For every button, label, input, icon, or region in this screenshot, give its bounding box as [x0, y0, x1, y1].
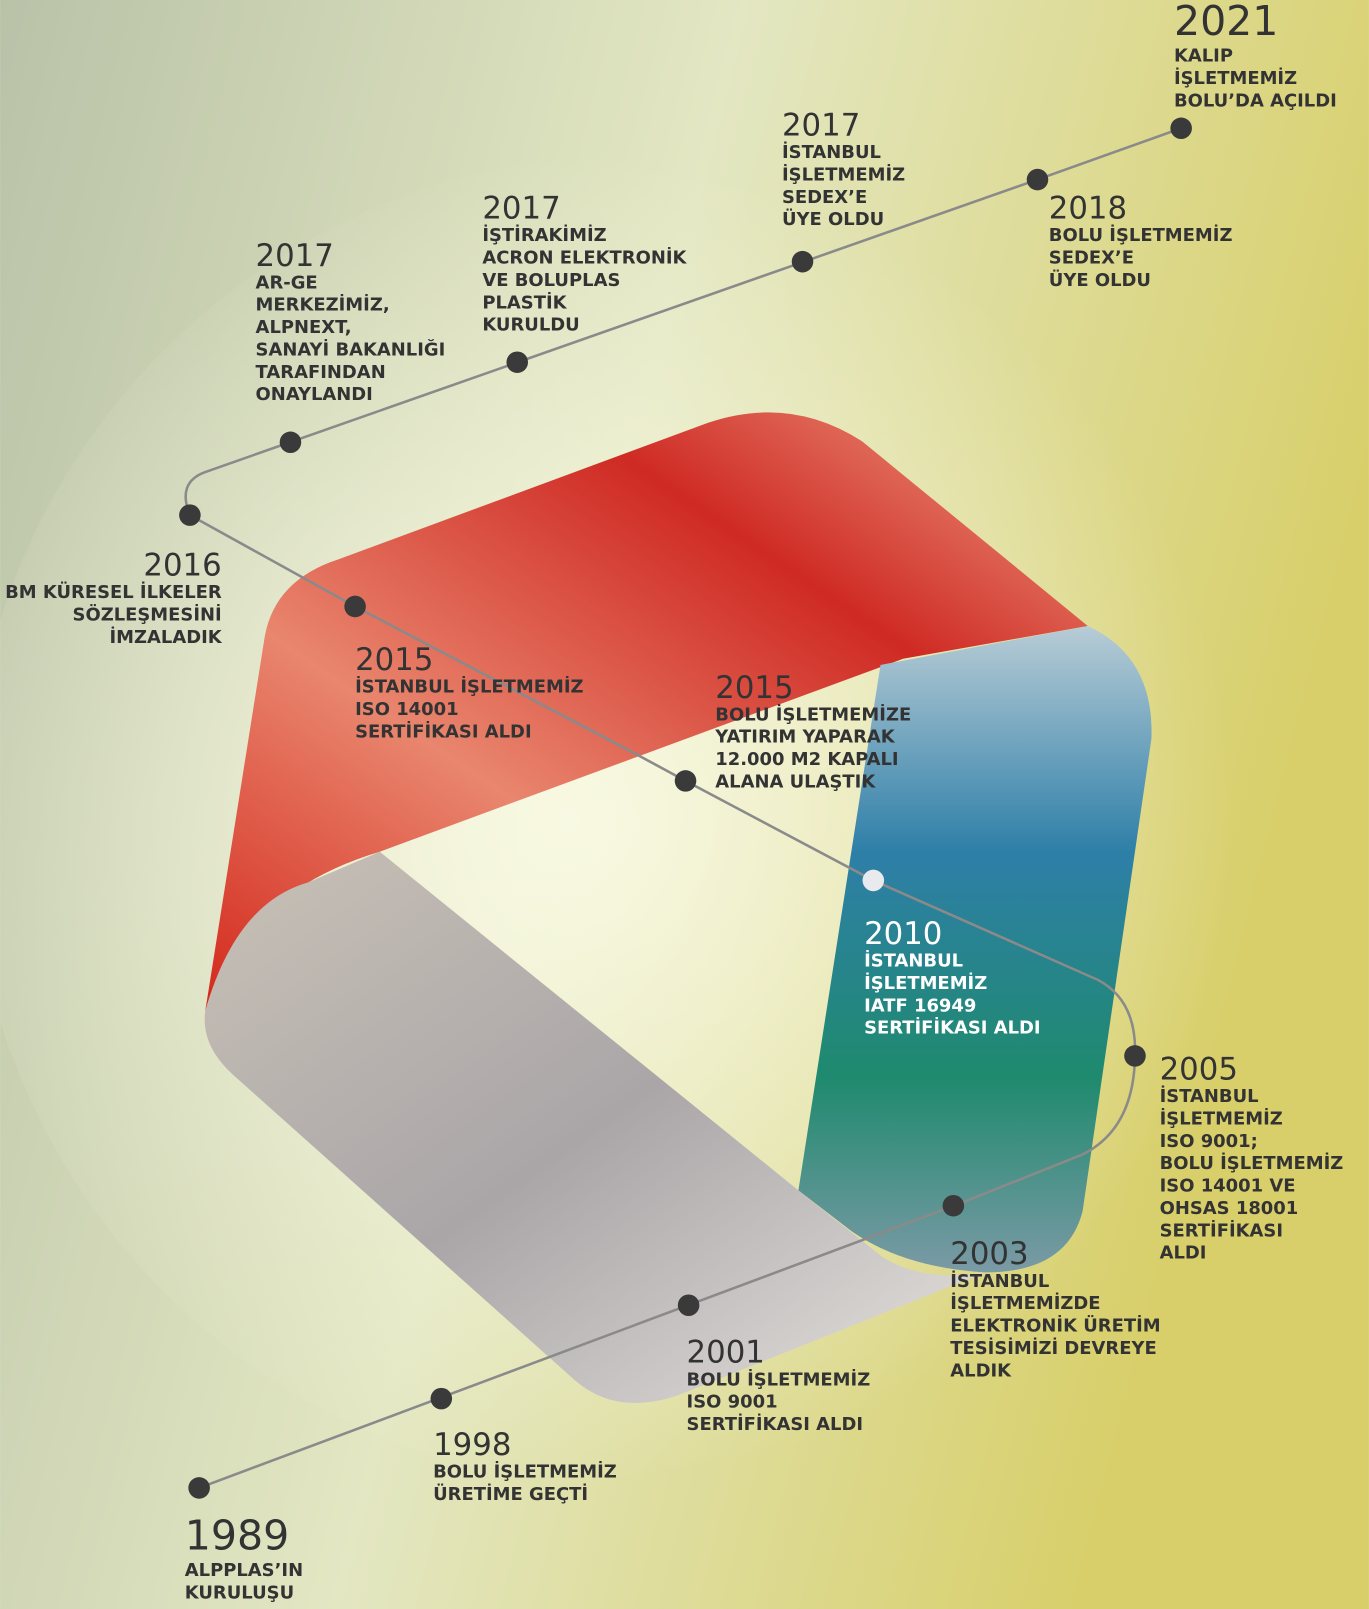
timeline-path: [184, 127, 1182, 1490]
description-line: SEDEX’E: [1049, 248, 1134, 269]
year: 2015: [715, 670, 793, 706]
description-line: İSTANBUL: [950, 1270, 1049, 1292]
description-line: İSTANBUL İŞLETMEMİZ: [355, 676, 583, 698]
milestone-dot: [1124, 1045, 1146, 1067]
description-line: ISO 9001;: [1160, 1131, 1258, 1152]
description-line: AR-GE: [256, 272, 318, 293]
year: 2015: [355, 642, 433, 678]
description-line: ISO 14001: [355, 699, 459, 720]
description-line: İSTANBUL: [1160, 1085, 1259, 1107]
description-line: İŞLETMEMİZ: [864, 972, 987, 994]
milestone-dot: [430, 1387, 453, 1410]
description-line: ALPNEXT,: [256, 317, 352, 338]
description-line: BOLU İŞLETMEMİZ: [1160, 1152, 1344, 1174]
description-line: ALANA ULAŞTIK: [715, 771, 876, 792]
description-line: İSTANBUL: [782, 141, 881, 163]
year: 2017: [482, 191, 560, 227]
description-line: ISO 9001: [687, 1392, 778, 1413]
description-line: KURULDU: [482, 315, 579, 336]
description-line: BOLU İŞLETMEMİZ: [687, 1368, 871, 1390]
milestone-dot: [279, 431, 302, 454]
description-line: VE BOLUPLAS: [482, 270, 620, 291]
milestone-dot: [677, 1294, 700, 1317]
milestone-dot: [674, 770, 697, 792]
year: 2001: [687, 1335, 765, 1371]
description-line: KURULUŞU: [185, 1583, 294, 1604]
milestone-dot: [862, 869, 885, 892]
year: 2021: [1174, 0, 1278, 45]
year: 2016: [143, 548, 221, 584]
description-line: SERTİFİKASI ALDI: [355, 720, 532, 742]
description-line: TESİSİMİZİ DEVREYE: [950, 1337, 1156, 1359]
year: 2018: [1049, 191, 1127, 227]
description-line: SEDEX’E: [782, 187, 867, 208]
year: 2003: [950, 1236, 1028, 1272]
description-line: ONAYLANDI: [256, 384, 373, 405]
red-ribbon: [205, 412, 1088, 1011]
description-line: İŞTİRAKİMİZ: [482, 224, 606, 246]
description-line: KALIP: [1174, 46, 1233, 67]
description-line: BOLU’DA AÇILDI: [1174, 90, 1337, 111]
description-line: İMZALADIK: [110, 626, 223, 648]
description-line: SANAYİ BAKANLIĞI: [256, 338, 446, 360]
description-line: İŞLETMEMİZ: [1174, 67, 1297, 89]
description-line: ALDI: [1160, 1243, 1207, 1264]
milestone-dot: [344, 595, 366, 618]
milestone-dot: [942, 1194, 965, 1217]
milestone-dot: [506, 351, 529, 374]
description-line: YATIRIM YAPARAK: [714, 727, 895, 748]
milestone-dot: [1026, 168, 1049, 191]
description-line: PLASTİK: [482, 291, 567, 313]
description-line: SERTİFİKASI ALDI: [687, 1413, 864, 1435]
description-line: BOLU İŞLETMEMİZ: [433, 1461, 617, 1483]
description-line: ELEKTRONİK ÜRETİM: [950, 1315, 1160, 1337]
description-line: ÜYE OLDU: [1049, 269, 1151, 291]
description-line: BM KÜRESEL İLKELER: [5, 581, 222, 603]
description-line: İŞLETMEMİZDE: [950, 1292, 1100, 1314]
description-line: BOLU İŞLETMEMİZ: [1049, 224, 1233, 246]
description-line: 12.000 M2 KAPALI: [715, 749, 898, 770]
description-line: SÖZLEŞMESİNİ: [73, 604, 222, 626]
description-line: ALPPLAS’IN: [185, 1560, 303, 1581]
description-line: ALDIK: [950, 1360, 1012, 1381]
description-line: IATF 16949: [864, 995, 976, 1016]
description-line: OHSAS 18001: [1160, 1198, 1299, 1219]
description-line: İŞLETMEMİZ: [1160, 1107, 1283, 1129]
milestone-dot: [179, 504, 201, 526]
year: 2017: [782, 107, 860, 143]
description-line: BOLU İŞLETMEMİZE: [715, 703, 911, 725]
year: 1998: [433, 1427, 511, 1463]
description-line: İSTANBUL: [864, 950, 963, 972]
description-line: ISO 14001 VE: [1160, 1176, 1296, 1197]
description-line: SERTİFİKASI ALDI: [864, 1017, 1041, 1039]
description-line: SERTİFİKASI: [1160, 1219, 1283, 1241]
milestone-dot: [1170, 117, 1192, 140]
description-line: ÜRETİME GEÇTİ: [433, 1483, 588, 1505]
description-line: TARAFINDAN: [256, 362, 386, 383]
description-line: ACRON ELEKTRONİK: [482, 247, 687, 269]
year: 1989: [185, 1511, 289, 1559]
milestone-dot: [188, 1477, 210, 1499]
description-line: ÜYE OLDU: [782, 208, 884, 230]
year: 2005: [1160, 1052, 1238, 1088]
grey-ribbon: [204, 851, 986, 1404]
year: 2010: [864, 916, 942, 952]
blue-ribbon: [798, 625, 1152, 1273]
milestone-dot: [791, 250, 814, 273]
year: 2017: [256, 238, 334, 274]
description-line: MERKEZİMİZ,: [256, 294, 390, 316]
description-line: İŞLETMEMİZ: [782, 163, 905, 185]
